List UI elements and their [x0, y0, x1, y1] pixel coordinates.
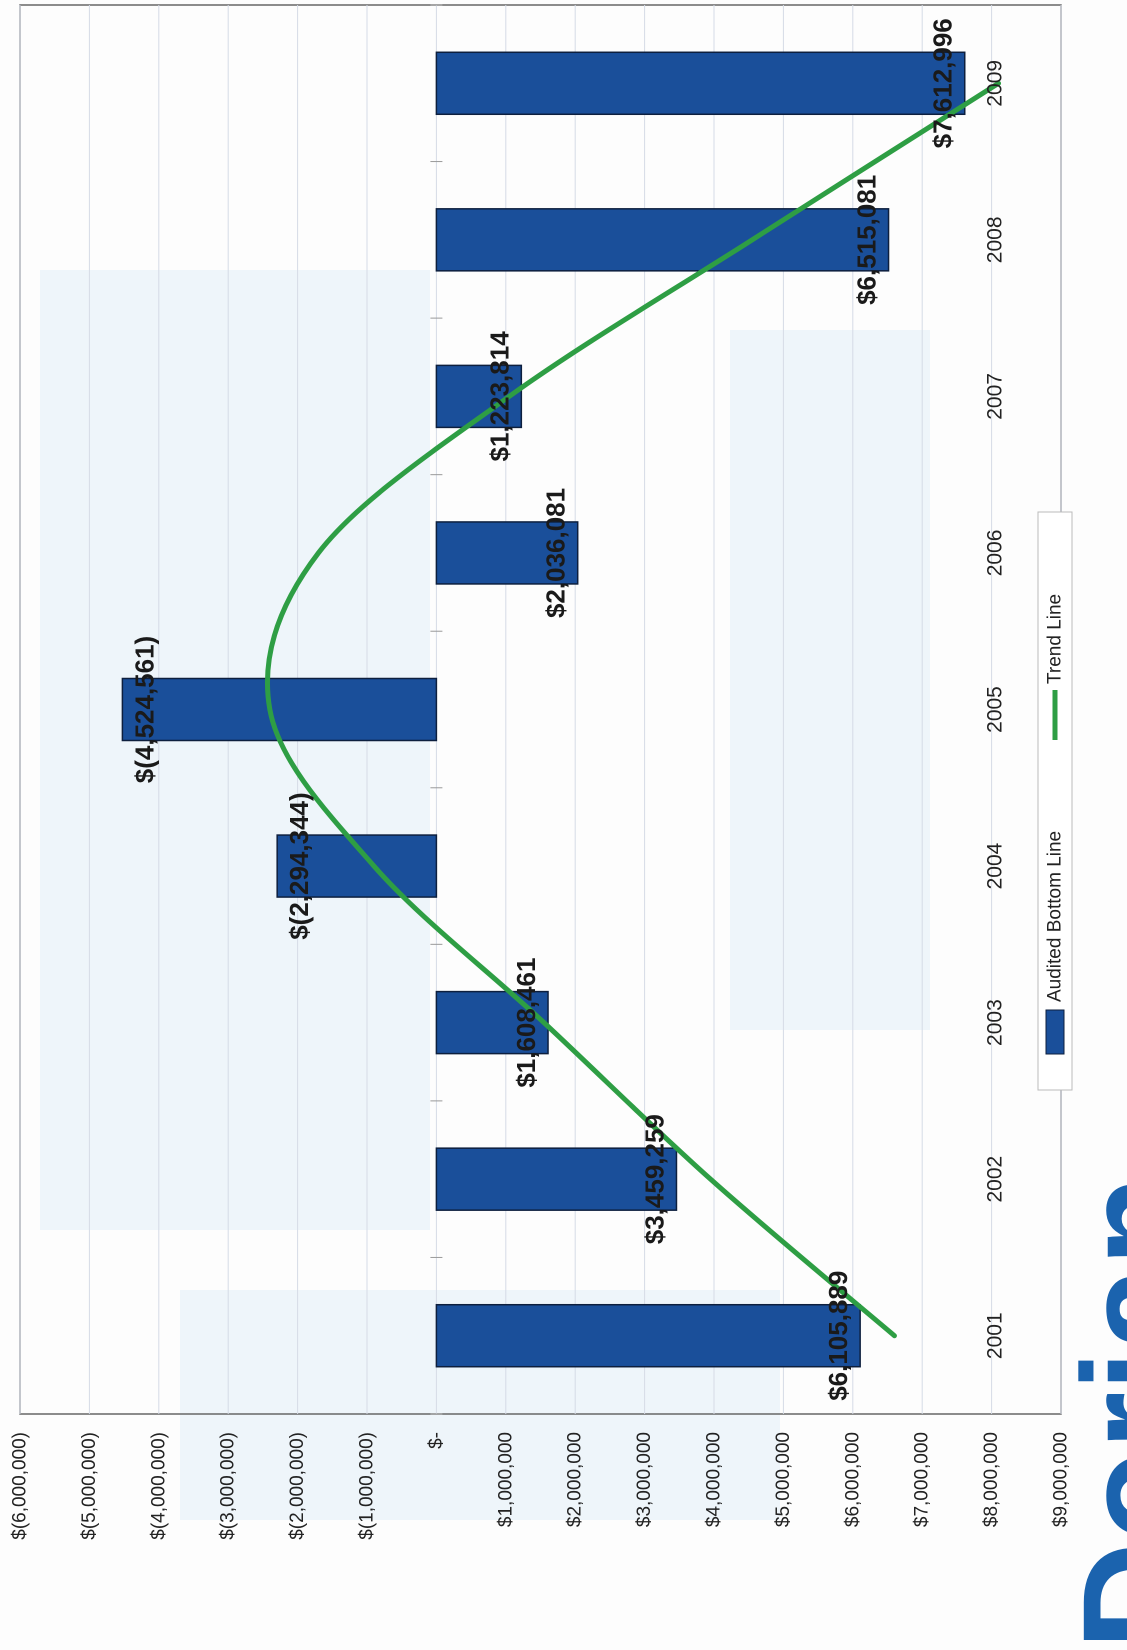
data-label-2002: $3,459,259	[639, 1114, 669, 1244]
x-tick-label-2001: 2001	[984, 1312, 1007, 1359]
x-tick-label-2007: 2007	[984, 373, 1007, 420]
legend: Audited Bottom Line Trend Line	[1037, 511, 1073, 1091]
bar-2005	[121, 677, 438, 742]
y-tick-label: $(6,000,000)	[10, 1432, 31, 1540]
bar-2009	[435, 51, 966, 116]
bar-series	[121, 51, 966, 1368]
data-label-2005: $(4,524,561)	[129, 636, 159, 783]
legend-label-line: Trend Line	[1045, 594, 1066, 684]
data-label-2009: $7,612,996	[928, 18, 958, 148]
y-tick-label: $3,000,000	[634, 1432, 655, 1527]
y-tick-label: $-	[426, 1432, 447, 1449]
bar-2006	[435, 521, 579, 585]
watermark-block-2	[730, 330, 930, 1030]
y-tick-label: $9,000,000	[1051, 1432, 1072, 1527]
y-tick-label: $8,000,000	[981, 1432, 1002, 1527]
x-tick-label-2003: 2003	[984, 999, 1007, 1046]
trend-line	[265, 80, 1002, 1339]
y-axis-tick-labels: $9,000,000 $8,000,000 $7,000,000 $6,000,000…	[10, 1432, 1072, 1540]
legend-swatch-bar	[1045, 1009, 1065, 1055]
y-tick-label: $7,000,000	[912, 1432, 933, 1527]
data-label-2004: $(2,294,344)	[284, 792, 314, 939]
x-axis-tick-labels: 2001 2002 2003 2004 2005 2006 2007 2008 2009	[984, 60, 1007, 1359]
data-label-2001: $6,105,889	[823, 1271, 853, 1401]
x-tick-label-2008: 2008	[984, 216, 1007, 263]
bar-2002	[435, 1147, 678, 1211]
data-label-2003: $1,608,461	[511, 958, 541, 1088]
x-tick-label-2006: 2006	[984, 530, 1007, 577]
y-tick-label: $2,000,000	[565, 1432, 586, 1527]
bar-2008	[435, 208, 890, 272]
data-label-2006: $2,036,081	[541, 488, 571, 618]
bar-2003	[435, 990, 549, 1055]
y-tick-label: $4,000,000	[704, 1432, 725, 1527]
y-tick-label: $(3,000,000)	[218, 1432, 239, 1540]
y-tick-label: $1,000,000	[495, 1432, 516, 1527]
data-labels: $6,105,889 $3,459,259 $1,608,461 $(2,294,34…	[129, 18, 957, 1401]
x-tick-label-2004: 2004	[984, 842, 1007, 889]
data-label-2008: $6,515,081	[852, 175, 882, 305]
watermark-block-1	[40, 270, 430, 1230]
y-tick-label: $(5,000,000)	[79, 1432, 100, 1540]
legend-label-bar: Audited Bottom Line	[1045, 831, 1066, 1002]
y-tick-label: $6,000,000	[842, 1432, 863, 1527]
category-ticks	[430, 4, 443, 1415]
data-label-2007: $1,223,814	[484, 331, 514, 462]
y-tick-label: $(2,000,000)	[287, 1432, 308, 1540]
legend-box	[1037, 511, 1073, 1091]
x-tick-label-2005: 2005	[984, 686, 1007, 733]
x-tick-label-2002: 2002	[984, 1156, 1007, 1203]
bar-2001	[435, 1303, 861, 1368]
y-tick-label: $5,000,000	[773, 1432, 794, 1527]
y-tick-label: $(4,000,000)	[148, 1432, 169, 1540]
y-tick-label: $(1,000,000)	[357, 1432, 378, 1540]
x-tick-label-2009: 2009	[984, 60, 1007, 107]
